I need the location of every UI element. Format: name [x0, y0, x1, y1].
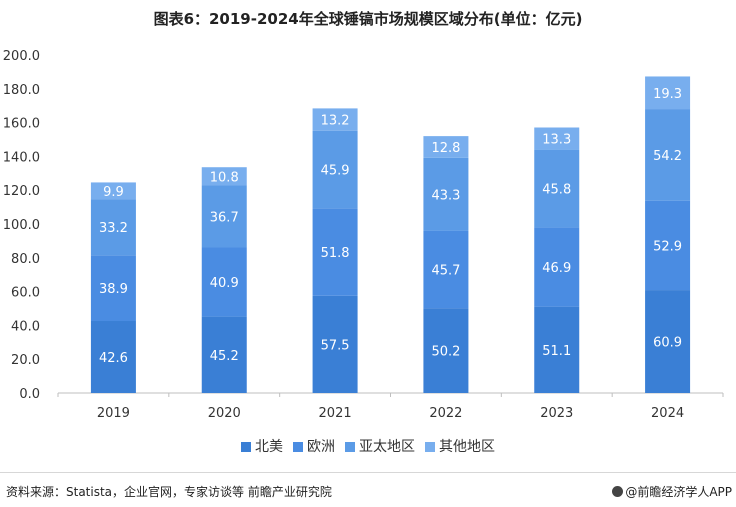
- bar-segment: [201, 316, 247, 393]
- bar-segment: [312, 130, 358, 209]
- bar-segment: [312, 208, 358, 296]
- y-tick-label: 80.0: [11, 252, 40, 267]
- data-label: 51.1: [542, 344, 571, 359]
- bar-segment: [90, 182, 136, 200]
- data-label: 57.5: [321, 338, 350, 353]
- x-tick-label: 2019: [97, 406, 130, 421]
- legend-item: 亚太地区: [345, 436, 415, 456]
- legend-swatch: [425, 442, 435, 452]
- bar-segment: [423, 308, 469, 393]
- brand-text: @前瞻经济学人APP: [625, 485, 732, 499]
- y-tick-label: 60.0: [11, 286, 40, 301]
- data-label: 45.8: [542, 183, 571, 198]
- data-label: 12.8: [431, 141, 460, 156]
- data-label: 46.9: [542, 261, 571, 276]
- legend-label: 北美: [255, 439, 283, 455]
- bar-segment: [90, 199, 136, 256]
- y-tick-label: 20.0: [11, 353, 40, 368]
- x-tick-label: 2022: [429, 406, 462, 421]
- bar-segment: [645, 290, 691, 393]
- y-tick-label: 0.0: [19, 387, 40, 402]
- data-label: 45.9: [321, 163, 350, 178]
- x-tick-label: 2021: [319, 406, 352, 421]
- bar-segment: [645, 109, 691, 201]
- x-tick-label: 2023: [540, 406, 573, 421]
- data-label: 36.7: [210, 210, 239, 225]
- bar-segment: [312, 295, 358, 393]
- bar-segment: [423, 136, 469, 158]
- data-label: 43.3: [431, 188, 460, 203]
- data-label: 33.2: [99, 221, 128, 236]
- y-tick-label: 200.0: [3, 49, 40, 64]
- bar-segment: [423, 157, 469, 231]
- stacked-bar-chart: 0.0 20.0 40.0 60.0 80.0 100.0 120.0 140.0 160.0 1…: [3, 49, 724, 421]
- legend-label: 亚太地区: [359, 439, 415, 455]
- brand-credit: @前瞻经济学人APP: [612, 483, 732, 500]
- data-label: 54.2: [653, 149, 682, 164]
- data-label: 40.9: [210, 276, 239, 291]
- data-label: 60.9: [653, 336, 682, 351]
- bar-segment: [645, 76, 691, 110]
- data-label: 38.9: [99, 282, 128, 297]
- footer: 资料来源：Statista，企业官网，专家访谈等 前瞻产业研究院 @前瞻经济学人…: [0, 472, 736, 507]
- y-tick-label: 160.0: [3, 117, 40, 132]
- bar-segment: [534, 127, 580, 150]
- bar-segment: [90, 255, 136, 322]
- y-tick-label: 120.0: [3, 184, 40, 199]
- y-tick-label: 100.0: [3, 218, 40, 233]
- data-label: 45.2: [210, 349, 239, 364]
- bar-segment: [312, 108, 358, 131]
- data-label: 42.6: [99, 351, 128, 366]
- bar-segment: [201, 185, 247, 248]
- bar-segment: [534, 227, 580, 307]
- data-label: 9.9: [103, 185, 124, 200]
- data-label: 10.8: [210, 170, 239, 185]
- x-tick-label: 2024: [651, 406, 684, 421]
- legend-item: 其他地区: [425, 436, 495, 456]
- data-label: 52.9: [653, 239, 682, 254]
- y-tick-label: 140.0: [3, 150, 40, 165]
- bar-segment: [534, 149, 580, 228]
- legend-item: 北美: [241, 436, 283, 456]
- legend-swatch: [345, 442, 355, 452]
- x-tick-label: 2020: [208, 406, 241, 421]
- y-tick-label: 180.0: [3, 83, 40, 98]
- data-label: 13.2: [321, 114, 350, 129]
- data-label: 51.8: [321, 246, 350, 261]
- legend-swatch: [241, 442, 251, 452]
- data-label: 50.2: [431, 345, 460, 360]
- legend-item: 欧洲: [293, 436, 335, 456]
- source-note: 资料来源：Statista，企业官网，专家访谈等 前瞻产业研究院: [6, 485, 332, 499]
- data-label: 19.3: [653, 87, 682, 102]
- bar-segment: [90, 321, 136, 393]
- data-label: 45.7: [431, 264, 460, 279]
- brand-logo-icon: [612, 486, 624, 497]
- data-label: 13.3: [542, 133, 571, 148]
- legend-swatch: [293, 442, 303, 452]
- legend-label: 其他地区: [439, 439, 495, 455]
- bar-segment: [423, 230, 469, 309]
- bar-segment: [201, 247, 247, 317]
- bar-segment: [645, 200, 691, 291]
- y-tick-label: 40.0: [11, 319, 40, 334]
- chart-title: 图表6：2019-2024年全球锤镐市场规模区域分布(单位：亿元): [153, 10, 583, 28]
- bar-segment: [534, 306, 580, 393]
- chart-legend: 北美 欧洲 亚太地区 其他地区: [0, 436, 736, 456]
- legend-label: 欧洲: [307, 439, 335, 455]
- bar-segment: [201, 167, 247, 186]
